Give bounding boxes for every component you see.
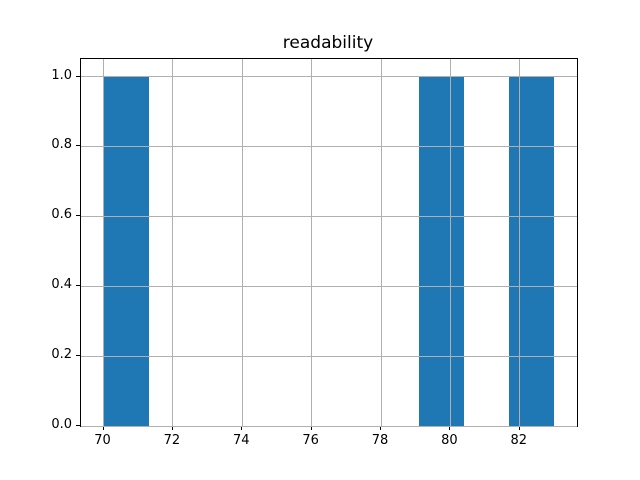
y-tick-label: 0.0 bbox=[51, 417, 72, 432]
gridline-horizontal bbox=[81, 355, 577, 357]
gridline-vertical bbox=[380, 59, 382, 426]
y-tick-label: 1.0 bbox=[51, 67, 72, 83]
gridline-vertical bbox=[311, 59, 313, 426]
y-tick-label: 0.8 bbox=[51, 137, 72, 153]
gridline-vertical bbox=[449, 59, 451, 426]
x-tick-label: 70 bbox=[94, 433, 111, 448]
gridline-horizontal bbox=[81, 285, 577, 287]
x-tick-label: 76 bbox=[302, 433, 319, 448]
y-tick-mark bbox=[76, 215, 80, 217]
gridline-horizontal bbox=[81, 76, 577, 77]
y-tick-mark bbox=[76, 355, 80, 357]
histogram-bar bbox=[103, 76, 149, 426]
y-tick-label: 0.4 bbox=[51, 277, 72, 293]
y-tick-mark bbox=[76, 75, 80, 77]
y-tick-mark bbox=[76, 425, 80, 426]
x-tick-mark bbox=[171, 426, 173, 430]
y-tick-mark bbox=[76, 145, 80, 147]
x-tick-mark bbox=[518, 426, 520, 430]
gridline-vertical bbox=[172, 59, 174, 426]
plot-area bbox=[80, 58, 578, 427]
x-tick-label: 82 bbox=[510, 433, 528, 448]
x-tick-label: 78 bbox=[371, 433, 389, 448]
gridline-horizontal bbox=[81, 145, 577, 147]
y-tick-label: 0.2 bbox=[51, 347, 72, 363]
x-tick-mark bbox=[241, 426, 243, 430]
histogram-bar bbox=[419, 76, 465, 426]
x-tick-label: 74 bbox=[233, 433, 250, 448]
gridline-vertical bbox=[519, 59, 521, 426]
y-tick-mark bbox=[76, 285, 80, 287]
x-tick-label: 80 bbox=[441, 433, 458, 448]
gridline-vertical bbox=[241, 59, 243, 426]
gridline-vertical bbox=[103, 59, 104, 426]
histogram-bar bbox=[509, 76, 555, 426]
gridline-horizontal bbox=[81, 215, 577, 217]
x-tick-mark bbox=[380, 426, 381, 430]
gridline-horizontal bbox=[81, 425, 577, 427]
x-tick-label: 72 bbox=[163, 433, 181, 448]
x-tick-mark bbox=[310, 426, 312, 430]
y-tick-label: 0.6 bbox=[51, 207, 72, 223]
chart-title: readability bbox=[282, 33, 374, 53]
x-tick-mark bbox=[102, 426, 104, 430]
x-tick-mark bbox=[449, 426, 451, 430]
